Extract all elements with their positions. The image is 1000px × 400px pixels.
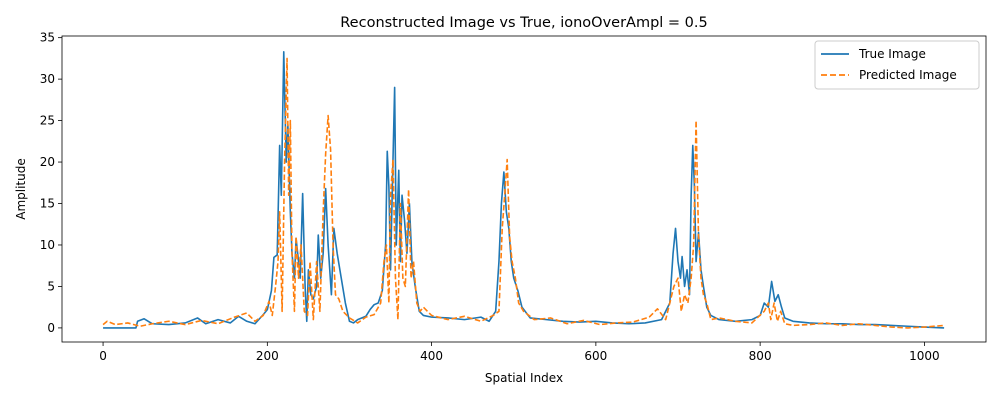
series-line-true-image [103, 50, 945, 329]
legend: True Image Predicted Image [814, 40, 980, 90]
y-axis-label: Amplitude [14, 158, 28, 220]
series-line-predicted-image [102, 57, 945, 329]
x-axis-label: Spatial Index [485, 371, 563, 385]
y-tick-label: 5 [47, 279, 55, 293]
series-layer [102, 50, 945, 329]
x-tick-label: 600 [584, 349, 607, 363]
chart-title: Reconstructed Image vs True, ionoOverAmp… [340, 15, 707, 31]
x-tick-label: 400 [420, 349, 443, 363]
y-tick-label: 15 [40, 197, 55, 211]
y-axis: 0 5 10 15 20 25 30 35 [40, 31, 62, 335]
y-tick-label: 30 [40, 72, 55, 86]
y-tick-label: 35 [40, 31, 55, 45]
y-tick-label: 0 [47, 321, 55, 335]
plot-area [61, 35, 987, 343]
legend-label-true-image: True Image [858, 47, 926, 61]
legend-box [814, 40, 980, 90]
x-tick-label: 1000 [909, 349, 940, 363]
x-tick-label: 800 [749, 349, 772, 363]
y-tick-label: 10 [40, 238, 55, 252]
y-tick-label: 25 [40, 114, 55, 128]
y-tick-label: 20 [40, 155, 55, 169]
x-tick-label: 0 [99, 349, 107, 363]
x-tick-label: 200 [256, 349, 279, 363]
x-axis: 0 200 400 600 800 1000 [99, 342, 940, 363]
legend-label-predicted-image: Predicted Image [859, 68, 957, 82]
plot-frame [61, 35, 987, 343]
